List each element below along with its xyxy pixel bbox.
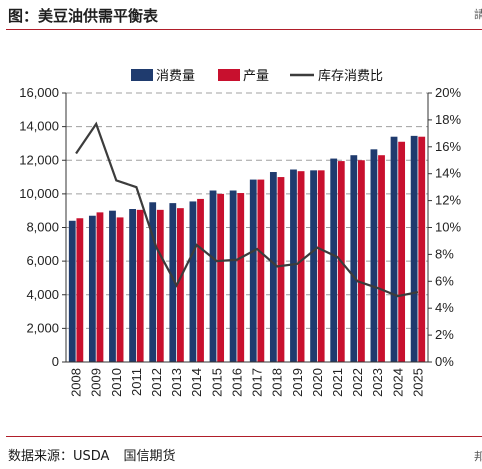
right-tick-label: 16% [435,139,461,154]
ratio-line-series [75,121,419,298]
x-tick-label: 2020 [310,368,325,397]
consumption-bar [350,155,358,362]
consumption-bar [189,201,197,362]
consumption-bar [169,203,177,362]
consumption-bar [330,158,338,362]
production-bar [317,170,325,362]
source-label: 数据来源：USDA [8,449,110,464]
x-tick-label: 2023 [370,368,385,397]
x-tick-label: 2013 [169,368,184,397]
left-tick-label: 6,000 [26,253,59,268]
left-tick-label: 2,000 [26,320,59,335]
consumption-bar [149,202,157,362]
right-tick-label: 0% [435,354,454,369]
x-tick-label: 2015 [209,368,224,397]
x-tick-label: 2018 [270,368,285,397]
right-tick-label: 20% [435,85,461,100]
bar-series [68,135,426,363]
consumption-bar [249,179,257,362]
production-bar [156,209,164,362]
production-bar [177,208,184,362]
right-tick-label: 8% [435,246,454,261]
legend-swatch-production [218,69,240,81]
production-bar [76,218,84,362]
left-tick-label: 14,000 [19,119,59,134]
consumption-bar [269,172,277,362]
production-bar [378,155,385,362]
consumption-bar [410,135,418,362]
x-tick-label: 2016 [229,368,244,397]
production-bar [96,212,104,362]
production-bar [197,198,204,362]
left-tick-label: 12,000 [19,152,59,167]
x-tick-label: 2010 [109,368,124,397]
right-tick-label: 10% [435,220,461,235]
x-tick-label: 2019 [290,368,305,397]
source-divider [6,436,482,437]
x-tick-label: 2017 [250,368,265,397]
consumption-bar [88,215,96,362]
right-tick-label: 2% [435,327,454,342]
consumption-bar [370,149,378,362]
x-tick-label: 2021 [330,368,345,397]
production-bar [217,193,225,363]
left-tick-label: 0 [52,354,59,369]
source-org: 国信期货 [123,449,176,464]
x-tick-label: 2012 [149,368,164,397]
figure-title: 图：美豆油供需平衡表 [8,7,159,25]
production-bar [358,160,365,362]
legend-swatch-consumption [131,69,153,81]
right-tick-label: 18% [435,112,461,127]
grid-lines [66,92,428,329]
consumption-bar [390,136,398,362]
production-bar [418,136,426,362]
x-tick-label: 2022 [350,368,365,397]
consumption-bar [129,209,136,362]
source-note: 数据来源：USDA 国信期货 [8,445,175,464]
right-tick-label: 6% [435,273,454,288]
left-tick-label: 10,000 [19,186,59,201]
right-tick-label: 4% [435,300,454,315]
production-bar [277,177,285,362]
production-bar [136,209,144,362]
stock-to-use-ratio-line [75,121,419,298]
x-tick-label: 2014 [189,368,204,397]
right-tick-label: 14% [435,166,461,181]
consumption-bar [68,220,76,362]
x-tick-label: 2025 [410,368,425,397]
consumption-bar [310,170,317,362]
production-bar [297,171,305,362]
consumption-bar [290,169,297,362]
title-divider [6,29,482,30]
left-tick-label: 4,000 [26,287,59,302]
left-tick-label: 16,000 [19,85,59,100]
axes: 0 2,000 4,000 6,000 8,000 10,000 12,000 14,000 1… [19,85,461,397]
production-bar [257,179,265,362]
x-tick-label: 2009 [89,368,104,397]
production-bar [237,193,245,362]
consumption-bar [209,190,217,362]
legend: 消费量 产量 库存消费比 [131,68,383,83]
cropped-edge-glyph-bottom: 邦 [474,450,482,463]
legend-label-production: 产量 [243,68,269,83]
x-tick-label: 2024 [390,368,405,397]
right-tick-label: 12% [435,193,461,208]
cropped-edge-glyph: 請 [474,8,482,21]
x-tick-label: 2008 [69,368,84,397]
production-bar [116,217,124,362]
legend-label-consumption: 消费量 [156,68,195,83]
left-tick-label: 8,000 [26,220,59,235]
legend-label-ratio: 库存消费比 [318,68,383,83]
production-bar [398,141,406,362]
consumption-bar [229,190,237,362]
consumption-bar [109,210,116,362]
x-tick-label: 2011 [129,368,144,396]
